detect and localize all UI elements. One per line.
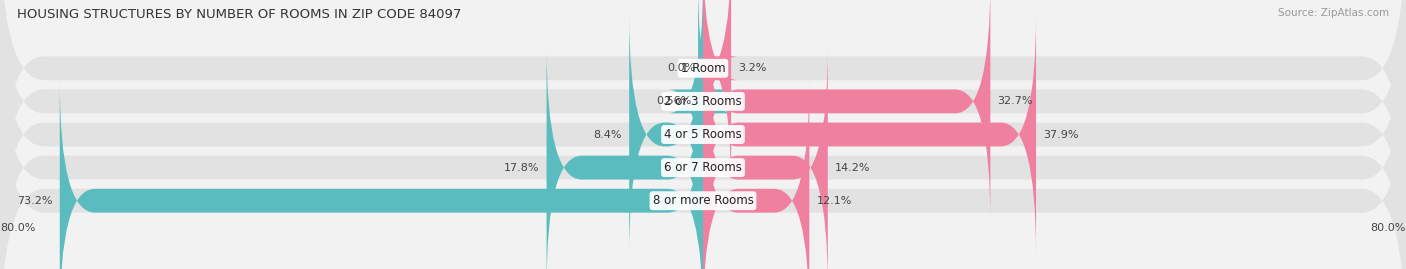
Text: 17.8%: 17.8% — [505, 162, 540, 173]
Text: 80.0%: 80.0% — [0, 223, 35, 233]
FancyBboxPatch shape — [0, 47, 1406, 269]
Text: 14.2%: 14.2% — [835, 162, 870, 173]
Text: 0.56%: 0.56% — [655, 96, 692, 107]
Text: 6 or 7 Rooms: 6 or 7 Rooms — [664, 161, 742, 174]
FancyBboxPatch shape — [703, 47, 828, 269]
Text: 0.0%: 0.0% — [668, 63, 696, 73]
FancyBboxPatch shape — [703, 0, 990, 222]
Text: 32.7%: 32.7% — [997, 96, 1033, 107]
Text: 3.2%: 3.2% — [738, 63, 766, 73]
Text: 37.9%: 37.9% — [1043, 129, 1078, 140]
FancyBboxPatch shape — [703, 14, 1036, 255]
FancyBboxPatch shape — [0, 14, 1406, 269]
Text: 2 or 3 Rooms: 2 or 3 Rooms — [664, 95, 742, 108]
Text: 80.0%: 80.0% — [1371, 223, 1406, 233]
Text: Source: ZipAtlas.com: Source: ZipAtlas.com — [1278, 8, 1389, 18]
FancyBboxPatch shape — [696, 0, 738, 189]
Text: 1 Room: 1 Room — [681, 62, 725, 75]
Text: 12.1%: 12.1% — [817, 196, 852, 206]
FancyBboxPatch shape — [703, 80, 810, 269]
FancyBboxPatch shape — [59, 80, 703, 269]
FancyBboxPatch shape — [0, 0, 1406, 255]
FancyBboxPatch shape — [630, 14, 703, 255]
Text: 73.2%: 73.2% — [17, 196, 53, 206]
Text: 8.4%: 8.4% — [593, 129, 621, 140]
FancyBboxPatch shape — [547, 47, 703, 269]
FancyBboxPatch shape — [668, 0, 734, 222]
Text: 4 or 5 Rooms: 4 or 5 Rooms — [664, 128, 742, 141]
Text: 8 or more Rooms: 8 or more Rooms — [652, 194, 754, 207]
FancyBboxPatch shape — [0, 0, 1406, 222]
Text: HOUSING STRUCTURES BY NUMBER OF ROOMS IN ZIP CODE 84097: HOUSING STRUCTURES BY NUMBER OF ROOMS IN… — [17, 8, 461, 21]
